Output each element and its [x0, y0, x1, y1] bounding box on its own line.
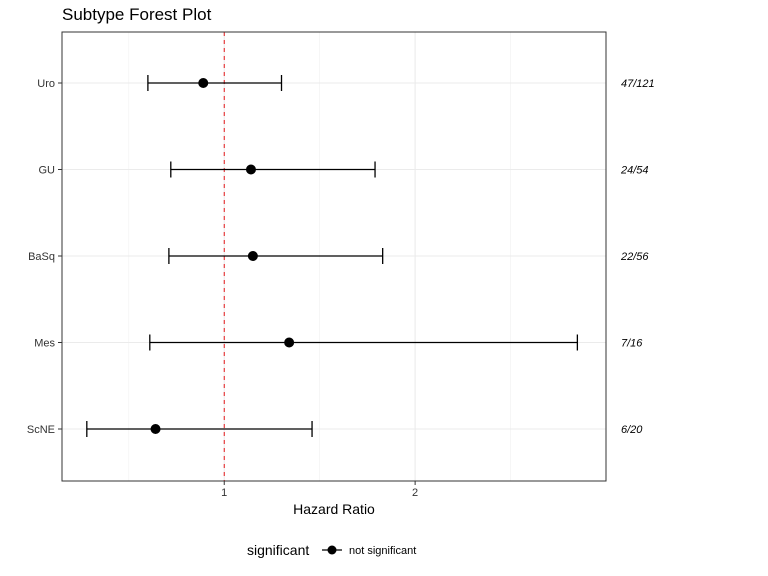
count-label-scne: 6/20 — [621, 424, 643, 436]
x-tick-label-0: 1 — [221, 487, 227, 499]
x-axis-label: Hazard Ratio — [293, 501, 375, 517]
event-counts: 47/121 24/54 22/56 7/16 6/20 — [620, 78, 655, 436]
hr-point-scne — [150, 424, 161, 434]
legend-key-point — [327, 545, 337, 555]
count-label-uro: 47/121 — [621, 78, 655, 90]
plot-panel — [61, 31, 607, 482]
hr-point-mes — [284, 337, 295, 348]
y-tick-label-gu: GU — [39, 165, 56, 177]
legend: significant not significant — [247, 542, 416, 558]
legend-title: significant — [247, 542, 309, 558]
chart-title: Subtype Forest Plot — [62, 5, 212, 24]
y-tick-label-mes: Mes — [34, 338, 55, 350]
forest-row-scne — [86, 421, 313, 437]
y-tick-label-basq: BaSq — [28, 251, 55, 263]
hr-point-gu — [245, 164, 256, 175]
forest-row-mes — [149, 334, 579, 351]
y-tick-label-uro: Uro — [37, 78, 55, 90]
count-label-basq: 22/56 — [620, 251, 649, 263]
forest-row-gu — [170, 161, 376, 178]
legend-label-not-significant: not significant — [349, 545, 416, 557]
count-label-mes: 7/16 — [621, 338, 643, 350]
forest-row-basq — [168, 248, 384, 264]
forest-row-uro — [147, 75, 283, 91]
count-label-gu: 24/54 — [620, 165, 649, 177]
y-axis-ticks: Uro GU BaSq Mes ScNE — [27, 78, 62, 436]
y-tick-label-scne: ScNE — [27, 424, 55, 436]
hr-point-basq — [247, 251, 258, 261]
hr-point-uro — [198, 78, 209, 88]
x-tick-label-1: 2 — [412, 487, 418, 499]
